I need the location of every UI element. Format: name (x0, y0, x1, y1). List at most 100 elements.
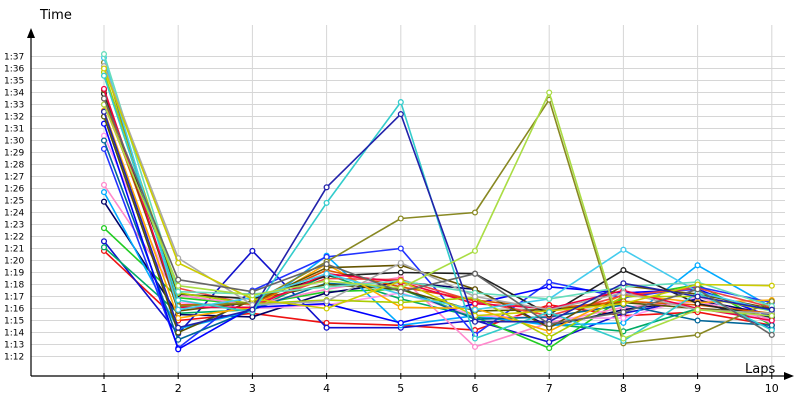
data-point (694, 262, 701, 269)
data-point (620, 289, 627, 296)
data-point (546, 309, 553, 316)
series-line (103, 140, 772, 341)
y-tick-label: 1:12 (4, 353, 24, 363)
y-tick-label: 1:26 (4, 185, 24, 195)
data-point (546, 283, 553, 290)
series-line (103, 93, 772, 318)
series-line (103, 98, 772, 315)
data-point (249, 288, 256, 295)
y-tick-label: 1:27 (4, 173, 24, 183)
data-point (694, 306, 701, 313)
data-point (323, 298, 330, 305)
data-point (768, 282, 775, 289)
series-line (103, 53, 773, 307)
y-axis-title: Time (39, 8, 72, 23)
series-line (103, 71, 772, 339)
data-point (397, 319, 404, 326)
y-tick-label: 1:14 (4, 329, 24, 339)
data-point (768, 322, 775, 329)
data-point (323, 184, 330, 191)
data-point (397, 111, 404, 118)
series-line (103, 135, 773, 324)
series-line (103, 68, 772, 317)
data-point (620, 335, 627, 342)
data-point (100, 189, 108, 196)
y-axis-ticks: 1:12 1:13 1:14 1:15 1:16 1:17 1:18 1:19 1:20 1:21… (4, 53, 24, 363)
y-tick-label: 1:29 (4, 149, 24, 159)
data-point (100, 51, 108, 58)
data-point (620, 315, 627, 322)
data-point (175, 324, 182, 331)
series-line (103, 184, 772, 348)
data-point (249, 247, 256, 254)
data-point (397, 99, 404, 106)
data-point (546, 321, 553, 328)
data-point (100, 137, 108, 144)
data-point (471, 318, 479, 325)
data-point (323, 319, 330, 326)
x-tick-label: 7 (546, 382, 553, 395)
x-tick-label: 6 (472, 382, 479, 395)
data-point (694, 281, 701, 288)
x-tick-label: 10 (765, 382, 779, 395)
data-point (694, 300, 701, 307)
data-point (471, 343, 479, 350)
x-tick-label: 9 (694, 382, 701, 395)
y-tick-label: 1:18 (4, 281, 24, 291)
y-tick-label: 1:37 (4, 53, 24, 63)
y-tick-label: 1:24 (4, 209, 24, 219)
y-tick-label: 1:20 (4, 257, 24, 267)
data-point (175, 336, 182, 343)
data-point (175, 276, 182, 283)
data-point (768, 331, 775, 338)
data-point (471, 247, 479, 254)
series-line (103, 57, 773, 312)
y-tick-label: 1:25 (4, 197, 24, 207)
data-point (620, 300, 627, 307)
data-point (397, 269, 404, 276)
data-point (471, 209, 479, 216)
series-line (103, 98, 773, 336)
y-tick-label: 1:33 (4, 101, 24, 111)
data-point (100, 95, 108, 102)
data-point (323, 270, 330, 277)
data-point (175, 282, 182, 289)
data-point (768, 317, 775, 324)
x-axis-ticks: 1 2 3 4 5 6 7 8 9 10 (101, 382, 779, 395)
y-tick-label: 1:34 (4, 89, 24, 99)
data-point (249, 313, 256, 320)
data-point (546, 334, 553, 341)
y-tick-label: 1:13 (4, 341, 24, 351)
y-tick-label: 1:30 (4, 137, 24, 147)
data-point (471, 270, 479, 277)
data-point (175, 315, 182, 322)
data-point (100, 65, 108, 72)
y-tick-label: 1:31 (4, 125, 24, 135)
y-tick-label: 1:17 (4, 293, 24, 303)
data-point (694, 286, 701, 293)
series-28 (100, 95, 775, 338)
y-tick-label: 1:36 (4, 65, 24, 75)
data-point (620, 309, 627, 316)
data-point (694, 331, 701, 338)
axes (27, 28, 794, 380)
y-tick-label: 1:19 (4, 269, 24, 279)
data-point (694, 317, 701, 324)
x-tick-label: 3 (249, 382, 256, 395)
data-point (100, 181, 108, 188)
data-point (100, 198, 108, 205)
series-line (103, 110, 772, 333)
data-point (768, 327, 775, 334)
data-point (175, 329, 182, 336)
data-point (620, 267, 627, 274)
data-point (323, 324, 330, 331)
y-axis-arrow (27, 28, 35, 38)
series-lines (100, 51, 775, 353)
data-point (175, 306, 182, 313)
data-point (397, 277, 404, 284)
x-tick-label: 5 (397, 382, 404, 395)
data-point (100, 72, 108, 79)
series-22 (100, 51, 775, 310)
series-line (103, 75, 773, 342)
